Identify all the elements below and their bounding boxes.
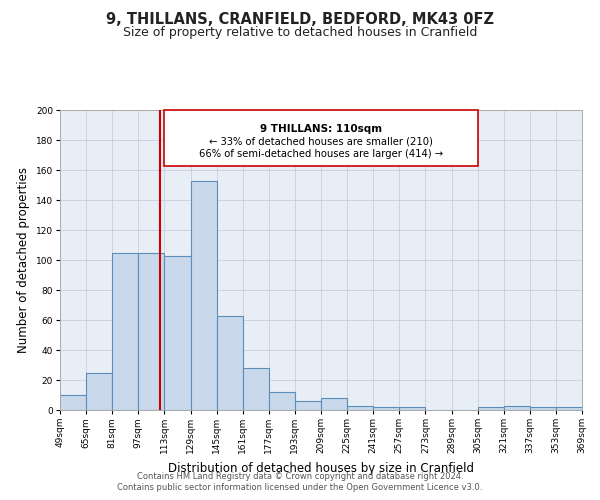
Bar xyxy=(243,368,269,410)
X-axis label: Distribution of detached houses by size in Cranfield: Distribution of detached houses by size … xyxy=(168,462,474,474)
Bar xyxy=(373,407,400,410)
Bar xyxy=(347,406,373,410)
Bar xyxy=(556,407,582,410)
Text: Size of property relative to detached houses in Cranfield: Size of property relative to detached ho… xyxy=(123,26,477,39)
Bar xyxy=(269,392,295,410)
Bar xyxy=(530,407,556,410)
Y-axis label: Number of detached properties: Number of detached properties xyxy=(17,167,30,353)
Text: 9, THILLANS, CRANFIELD, BEDFORD, MK43 0FZ: 9, THILLANS, CRANFIELD, BEDFORD, MK43 0F… xyxy=(106,12,494,28)
Bar xyxy=(139,252,164,410)
Text: Contains HM Land Registry data © Crown copyright and database right 2024.: Contains HM Land Registry data © Crown c… xyxy=(137,472,463,481)
Bar xyxy=(478,407,504,410)
Bar xyxy=(191,180,217,410)
Text: Contains public sector information licensed under the Open Government Licence v3: Contains public sector information licen… xyxy=(118,484,482,492)
Bar xyxy=(60,395,86,410)
Bar xyxy=(86,372,112,410)
Text: 66% of semi-detached houses are larger (414) →: 66% of semi-detached houses are larger (… xyxy=(199,149,443,159)
Bar xyxy=(295,401,321,410)
Bar xyxy=(164,256,191,410)
Bar xyxy=(112,252,138,410)
Bar xyxy=(400,407,425,410)
Bar xyxy=(217,316,242,410)
Text: 9 THILLANS: 110sqm: 9 THILLANS: 110sqm xyxy=(260,124,382,134)
Text: ← 33% of detached houses are smaller (210): ← 33% of detached houses are smaller (21… xyxy=(209,137,433,147)
Bar xyxy=(321,398,347,410)
Bar xyxy=(504,406,530,410)
Bar xyxy=(164,110,478,166)
